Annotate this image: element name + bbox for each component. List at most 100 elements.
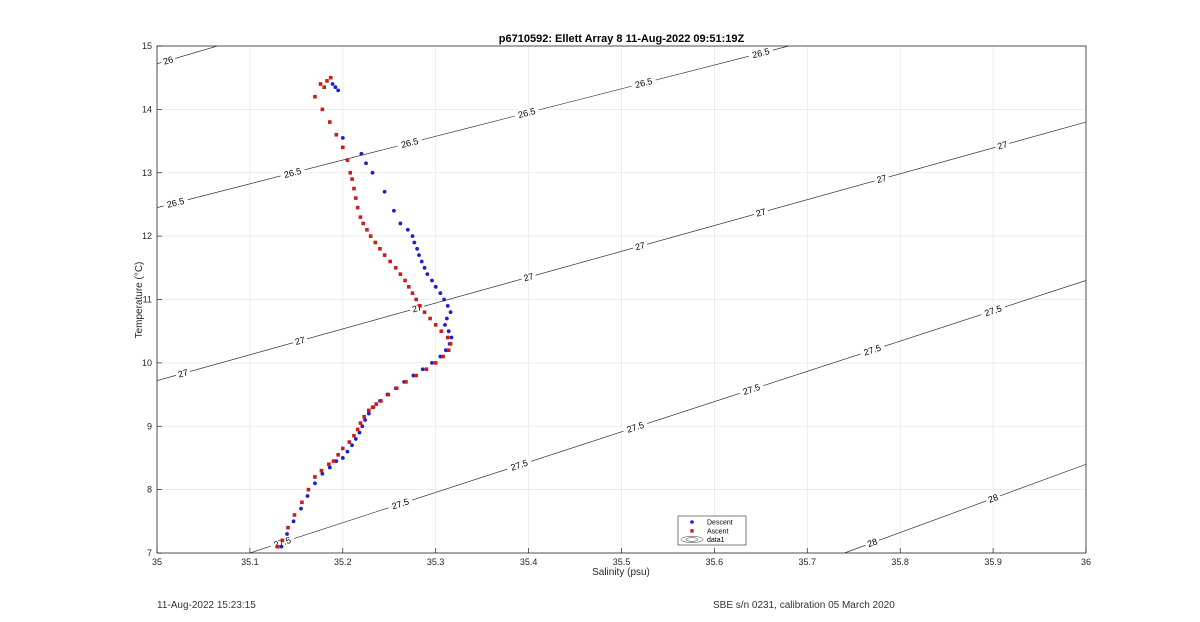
ascent-point: [433, 323, 438, 327]
x-tick-label: 35.7: [799, 557, 817, 567]
contour-label-27: 27: [174, 366, 192, 381]
x-axis-ticks: 35 35.1 35.2 35.3 35.4 35.5 35.6 35.7 35.8 35.9 36: [152, 548, 1091, 567]
y-tick-label: 9: [147, 421, 152, 431]
x-tick-label: 35.8: [891, 557, 909, 567]
svg-text:27: 27: [294, 335, 306, 347]
ascent-point: [320, 107, 325, 112]
contour-label-27: 27: [993, 138, 1011, 153]
descent-point: [353, 437, 358, 441]
y-tick-label: 11: [143, 295, 152, 305]
descent-point: [334, 459, 339, 464]
svg-text:28: 28: [866, 536, 879, 549]
density-contours: [157, 46, 1086, 553]
contour-line-27: [157, 121, 1086, 381]
svg-text:27: 27: [522, 271, 534, 283]
ascent-point: [341, 446, 345, 451]
descent-point: [370, 170, 375, 175]
ascent-point: [355, 427, 360, 432]
descent-series: [279, 82, 454, 549]
ascent-point: [439, 329, 444, 333]
descent-point: [412, 240, 417, 245]
x-tick-label: 35.9: [984, 557, 1002, 567]
y-tick-label: 15: [142, 41, 152, 51]
descent-point: [419, 259, 424, 264]
contour-label-27.5: 27.5: [738, 380, 766, 399]
ascent-point: [286, 525, 290, 530]
contour-label-27: 27: [631, 238, 649, 254]
descent-point: [299, 506, 303, 511]
y-tick-label: 10: [142, 358, 152, 368]
ascent-point: [424, 367, 429, 372]
ascent-point: [352, 186, 356, 191]
legend-descent-marker: [690, 520, 694, 524]
contour-label-26.5: 26.5: [630, 74, 658, 92]
ascent-point: [446, 348, 451, 352]
ascent-point: [368, 234, 373, 238]
footer-calibration: SBE s/n 0231, calibration 05 March 2020: [713, 600, 895, 611]
descent-point: [360, 424, 365, 429]
ascent-point: [354, 196, 358, 200]
descent-point: [430, 360, 434, 365]
contour-label-26.5: 26.5: [747, 44, 775, 62]
svg-text:26.5: 26.5: [166, 196, 185, 210]
svg-text:27: 27: [875, 173, 887, 185]
x-tick-label: 35.4: [520, 557, 538, 567]
ascent-point: [379, 399, 383, 403]
svg-text:26.5: 26.5: [400, 136, 419, 150]
contour-line-26.5: [157, 46, 789, 208]
svg-text:27: 27: [755, 206, 767, 218]
ascent-point: [347, 440, 352, 444]
ascent-point: [382, 253, 387, 257]
contour-label-26.5: 26.5: [396, 134, 424, 152]
ascent-point: [322, 85, 327, 89]
ascent-point: [393, 266, 398, 270]
ascent-point: [318, 82, 323, 86]
x-tick-label: 35: [152, 557, 162, 567]
contour-label-27.5: 27.5: [621, 418, 649, 437]
contour-label-27: 27: [520, 269, 538, 285]
ascent-point: [300, 500, 304, 505]
descent-point: [340, 456, 345, 460]
descent-point: [442, 297, 446, 302]
ascent-point: [367, 408, 371, 413]
descent-point: [279, 544, 284, 549]
x-tick-label: 35.1: [241, 557, 259, 567]
descent-point: [320, 471, 325, 476]
legend-ascent-label: Ascent: [707, 529, 728, 536]
descent-point: [357, 430, 362, 435]
x-axis-label: Salinity (psu): [592, 567, 650, 578]
descent-point: [363, 418, 367, 422]
ascent-point: [362, 414, 366, 419]
descent-point: [291, 519, 296, 524]
ascent-point: [398, 272, 403, 276]
contour-label-26: 26: [159, 53, 177, 68]
ascent-point: [414, 373, 418, 378]
ascent-point: [358, 215, 363, 219]
contour-label-27: 27: [291, 333, 309, 349]
descent-point: [330, 82, 335, 86]
ascent-point: [336, 452, 340, 457]
descent-point: [411, 373, 416, 378]
descent-point: [448, 310, 453, 315]
descent-point: [422, 265, 427, 270]
legend: Descent Ascent data1: [677, 515, 747, 546]
ascent-point: [374, 402, 379, 406]
descent-point: [336, 88, 341, 93]
descent-point: [345, 449, 350, 454]
y-axis-label: Temperature (°C): [134, 262, 145, 339]
ascent-point: [280, 538, 285, 543]
descent-point: [449, 335, 454, 340]
legend-data1-icon: [680, 536, 704, 543]
ascent-point: [422, 310, 427, 314]
descent-point: [445, 303, 450, 308]
legend-data1-label: data1: [707, 537, 725, 544]
ascent-point: [370, 405, 375, 410]
ascent-point: [404, 380, 408, 384]
x-tick-label: 35.2: [334, 557, 352, 567]
ascent-point: [445, 335, 450, 340]
ascent-point: [341, 145, 345, 150]
descent-point: [305, 494, 310, 498]
descent-point: [398, 221, 403, 226]
descent-point: [366, 411, 371, 416]
